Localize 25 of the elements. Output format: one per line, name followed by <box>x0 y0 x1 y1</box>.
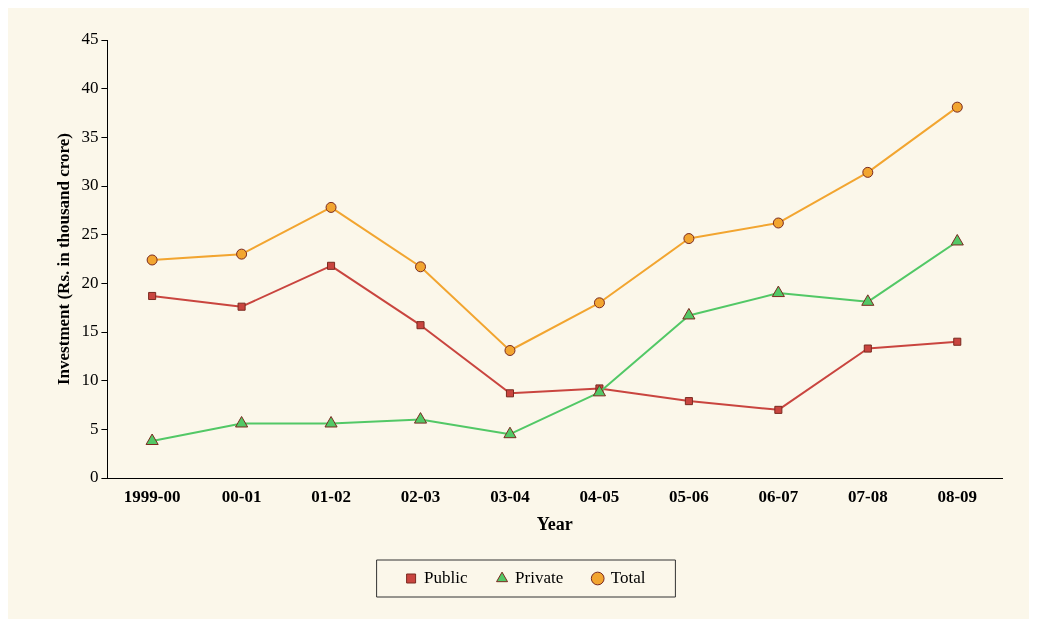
y-tick-label: 15 <box>81 321 99 341</box>
y-tick-label: 10 <box>81 370 99 390</box>
x-tick-label: 1999-00 <box>123 486 181 506</box>
y-tick-label: 20 <box>81 272 99 292</box>
x-tick-label: 06-07 <box>758 486 799 506</box>
legend-label: Private <box>515 567 564 587</box>
legend-label: Public <box>424 567 469 587</box>
y-tick-label: 35 <box>81 126 99 146</box>
y-axis-title: Investment (Rs. in thousand crore) <box>53 132 73 386</box>
x-tick-label: 05-06 <box>669 486 709 506</box>
y-tick-label: 5 <box>89 418 99 438</box>
x-tick-label: 02-03 <box>400 486 441 506</box>
y-tick-label: 30 <box>81 175 99 195</box>
legend-label: Total <box>610 567 646 587</box>
x-tick-label: 07-08 <box>847 486 888 506</box>
y-tick-label: 45 <box>81 29 99 49</box>
x-tick-label: 04-05 <box>579 486 620 506</box>
x-axis-title: Year <box>536 513 573 534</box>
y-tick-label: 40 <box>81 78 99 98</box>
x-tick-label: 03-04 <box>490 486 531 506</box>
x-tick-label: 08-09 <box>937 486 978 506</box>
x-tick-label: 01-02 <box>311 486 351 506</box>
y-tick-label: 0 <box>89 467 99 487</box>
y-tick-label: 25 <box>81 224 99 244</box>
x-tick-label: 00-01 <box>221 486 262 506</box>
